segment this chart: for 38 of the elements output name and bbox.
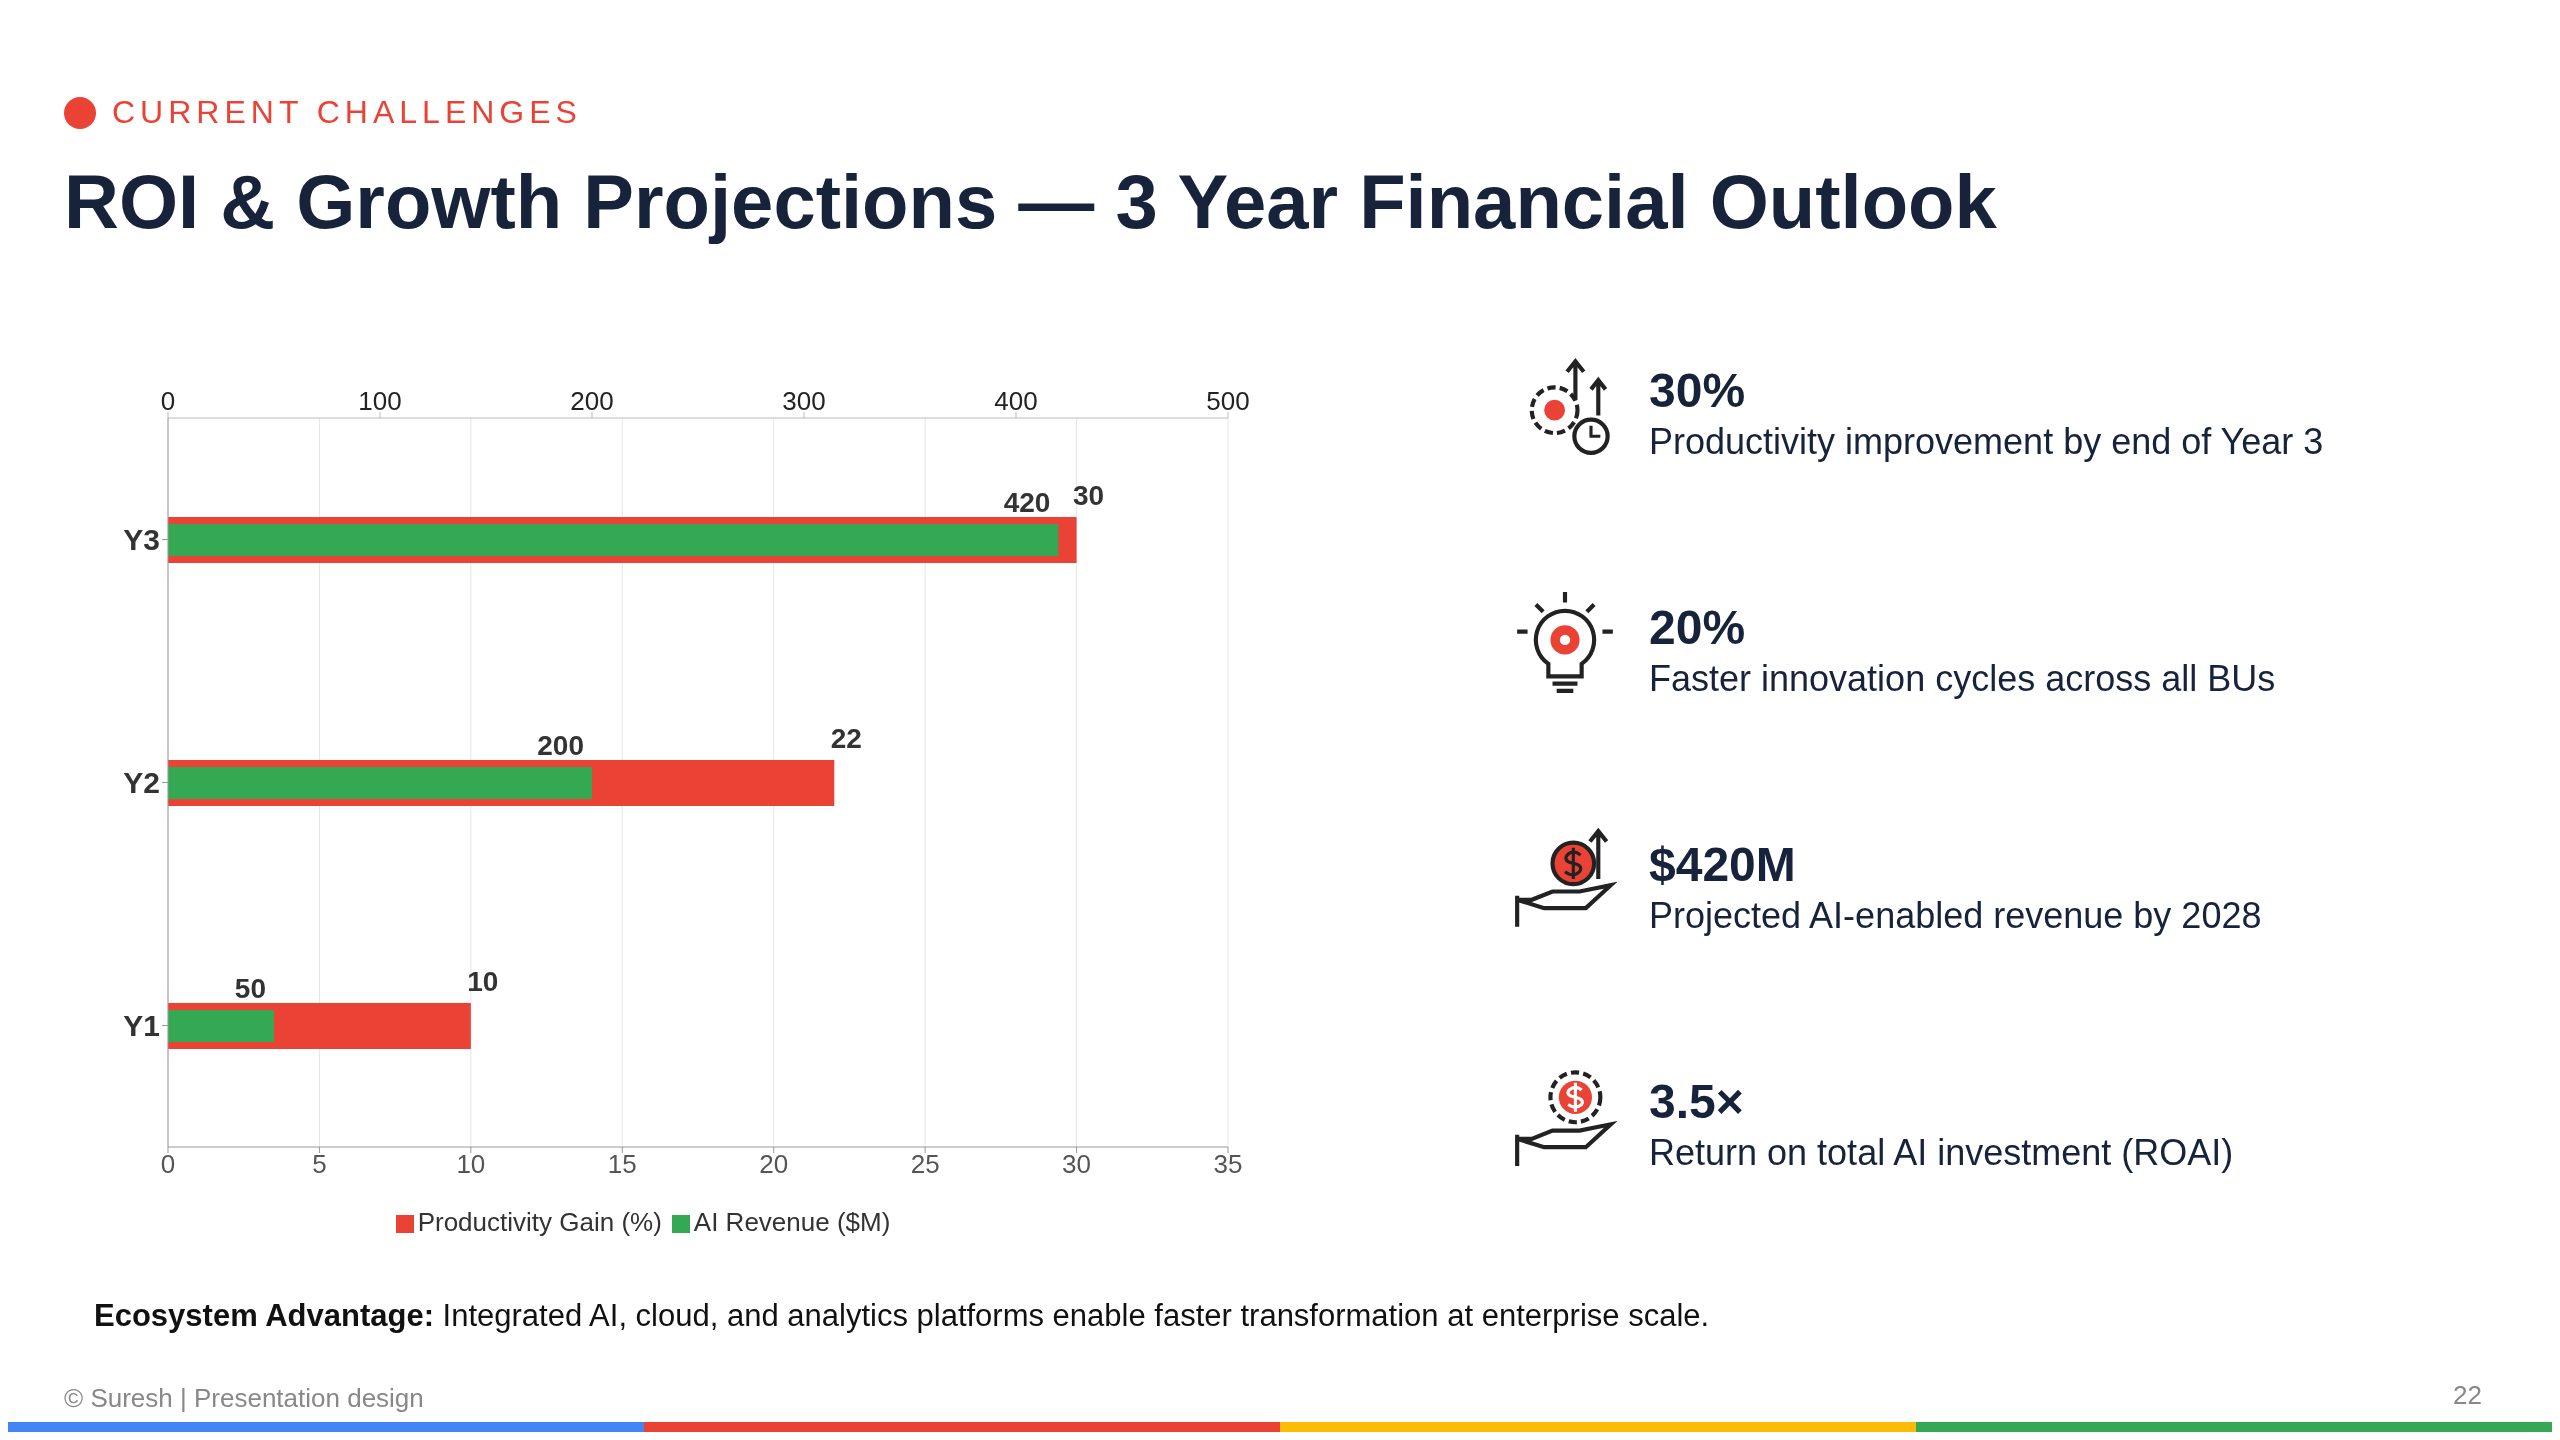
text: 30%	[1649, 363, 1747, 419]
data-label: 30	[1072, 480, 1105, 511]
x2-tick-label: 400	[994, 386, 1038, 416]
legend-label: AI Revenue ($M)	[693, 1207, 891, 1237]
legend-label: Productivity Gain (%)	[417, 1207, 662, 1237]
x2-tick-label: 100	[358, 386, 402, 416]
y-tick-label: Y3	[123, 523, 160, 557]
text: $420M	[1649, 837, 1797, 893]
x-tick-label: 20	[759, 1149, 789, 1180]
chart-subtitle: CURRENT CHALLENGES	[112, 94, 582, 131]
data-label: 420	[1003, 487, 1051, 518]
text: Faster innovation cycles across all BUs	[1649, 657, 2276, 701]
text: Ecosystem Advantage: Integrated AI, cloud, and analytics platforms enable faster transformation at enterprise scale.	[94, 1298, 1710, 1334]
x2-tick-label: 200	[570, 386, 614, 416]
data-label: 22	[830, 723, 862, 754]
data-label: 200	[537, 730, 584, 761]
x2-tick-label: 0	[160, 386, 176, 416]
text: 22	[2453, 1380, 2482, 1411]
x-tick-label: 25	[910, 1149, 940, 1180]
x2-tick-label: 300	[782, 386, 826, 416]
text: Return on total AI investment (ROAI)	[1649, 1131, 2234, 1175]
x-tick-label: 5	[312, 1149, 327, 1180]
x-tick-label: 30	[1062, 1149, 1092, 1180]
x-tick-label: 35	[1213, 1149, 1243, 1180]
text: 20%	[1649, 600, 1747, 656]
text: © Suresh | Presentation design	[64, 1383, 424, 1414]
data-label: 10	[467, 966, 499, 997]
data-label: 50	[234, 973, 266, 1004]
x-tick-label: 0	[160, 1149, 176, 1180]
x2-tick-label: 500	[1206, 386, 1250, 416]
text: Productivity improvement by end of Year 3	[1649, 420, 2324, 464]
text: 3.5×	[1649, 1074, 1745, 1130]
x-tick-label: 10	[456, 1149, 486, 1180]
chart-title: ROI & Growth Projections — 3 Year Financial Outlook	[64, 158, 1997, 245]
text: Projected AI-enabled revenue by 2028	[1649, 894, 2262, 938]
y-tick-label: Y2	[123, 766, 160, 800]
x-tick-label: 15	[607, 1149, 637, 1180]
y-tick-label: Y1	[123, 1009, 160, 1043]
